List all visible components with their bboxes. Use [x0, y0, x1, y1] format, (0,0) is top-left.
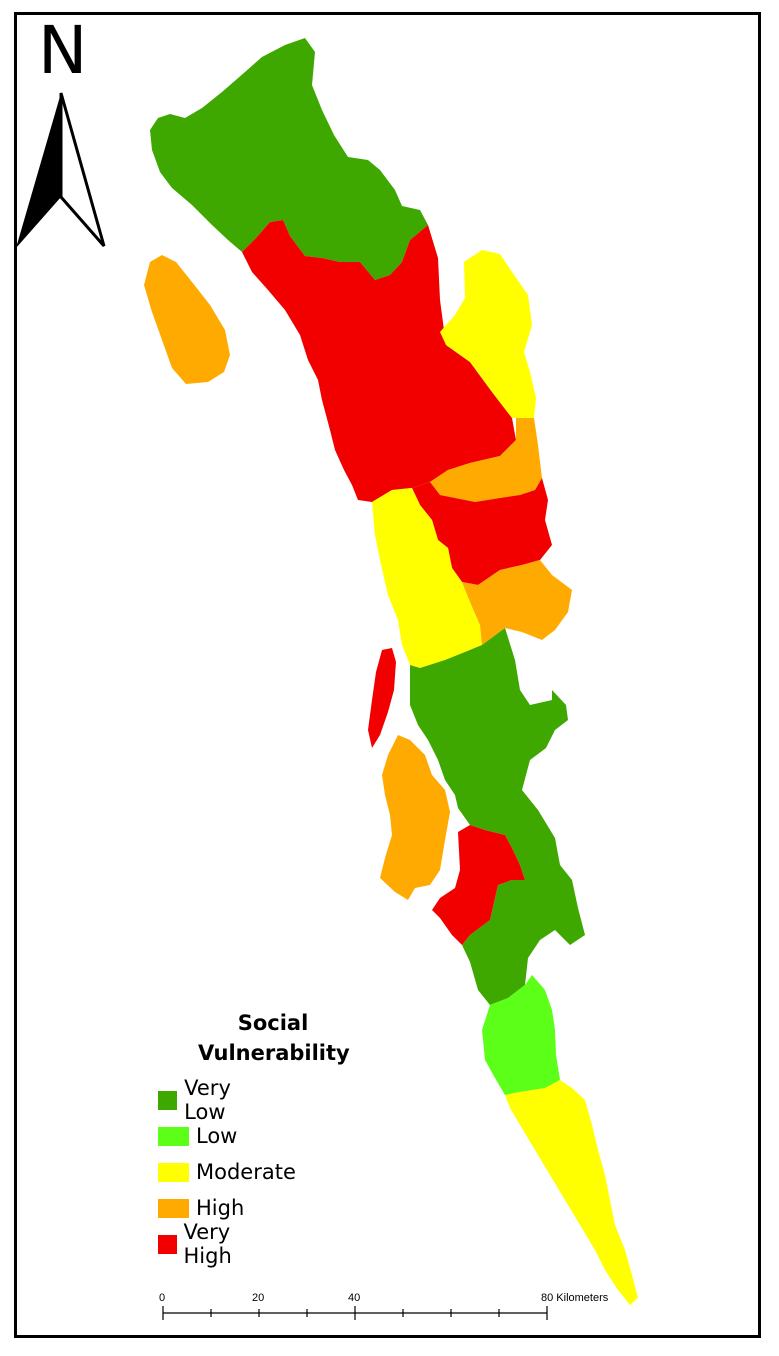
region-northeast: [440, 250, 536, 418]
region-island-strip: [368, 648, 396, 748]
region-layer: [144, 38, 638, 1305]
legend-swatch: [158, 1126, 189, 1146]
legend-label: Low: [196, 1124, 238, 1148]
region-south-low: [482, 975, 560, 1095]
region-southwest: [380, 735, 450, 900]
legend-title-line1: Social: [237, 1011, 309, 1035]
legend-title-line2: Vulnerability: [198, 1041, 350, 1065]
legend-swatch: [158, 1090, 178, 1110]
legend-swatch: [158, 1234, 177, 1254]
scale-label-0: 0: [159, 1292, 166, 1304]
legend-item-low: Low: [158, 1122, 237, 1150]
legend-label: Moderate: [196, 1160, 296, 1184]
legend-label: Very Low: [184, 1076, 231, 1124]
scale-label-40: 40: [348, 1292, 361, 1304]
legend-swatch: [158, 1162, 189, 1182]
north-arrow-icon: [16, 92, 106, 248]
legend-title: Social Vulnerability: [198, 1008, 350, 1068]
north-label: N: [38, 12, 88, 89]
legend-item-high: High: [158, 1194, 244, 1222]
scale-label-80-kilometers: 80 Kilometers: [541, 1292, 609, 1304]
scale-label-20: 20: [252, 1292, 265, 1304]
legend-item-very-low: Very Low: [158, 1076, 243, 1124]
region-north: [150, 38, 428, 280]
legend-swatch: [158, 1198, 189, 1218]
scale-bar: [162, 1306, 548, 1320]
legend-item-moderate: Moderate: [158, 1158, 296, 1186]
region-island-west: [144, 255, 230, 384]
region-north-central: [242, 220, 516, 502]
region-central-south: [410, 628, 585, 1005]
legend-label: High: [196, 1196, 245, 1220]
region-east-lower: [462, 560, 572, 645]
region-east-upper: [430, 418, 542, 502]
region-south-tail: [505, 1080, 638, 1305]
region-central-strip: [372, 488, 482, 668]
legend-item-very-high: Very High: [158, 1220, 244, 1268]
region-south-central: [432, 825, 525, 945]
region-east-central: [412, 478, 552, 585]
legend-label: Very High: [183, 1220, 232, 1268]
